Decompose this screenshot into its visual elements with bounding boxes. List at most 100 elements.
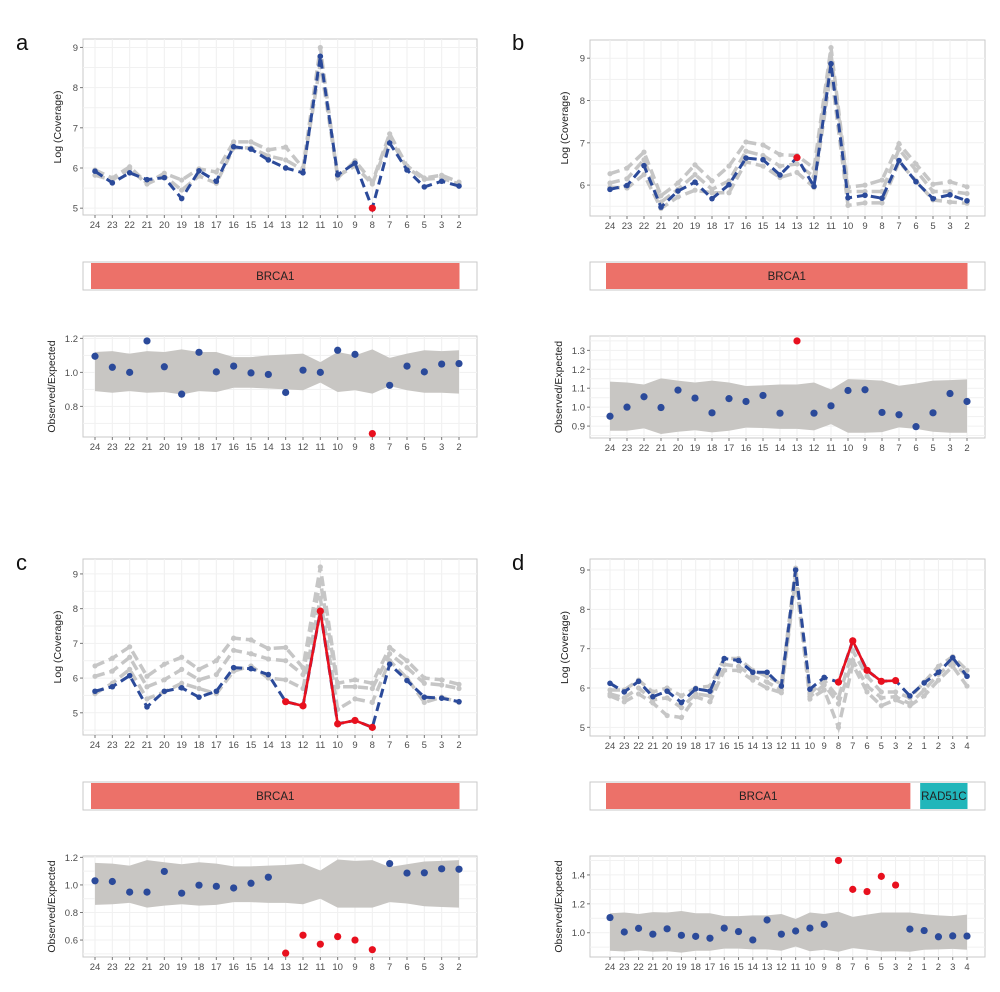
ratio-point: [334, 346, 342, 354]
control-point: [127, 654, 133, 660]
x-tick-label: 18: [690, 962, 701, 973]
sample-point: [92, 168, 98, 175]
sample-point: [161, 688, 168, 695]
x-tick-label: 12: [298, 962, 309, 973]
x-tick-label: 18: [194, 740, 205, 751]
sample-point: [196, 694, 202, 700]
x-tick-label: 18: [707, 221, 718, 232]
x-tick-label: 14: [263, 740, 274, 751]
y-tick-label: 1.2: [572, 365, 585, 376]
x-tick-label: 21: [656, 443, 667, 454]
ratio-point: [949, 932, 957, 940]
x-tick-label: 5: [422, 220, 427, 231]
ratio-point: [160, 363, 168, 371]
control-point: [213, 169, 219, 175]
sample-point: [764, 669, 770, 676]
x-tick-label: 18: [194, 442, 205, 453]
ratio-point: [827, 402, 835, 410]
control-point: [456, 681, 462, 687]
sample-point: [792, 567, 799, 573]
x-tick-label: 12: [298, 220, 309, 231]
ratio-point: [906, 925, 914, 933]
outlier-segment: [851, 640, 869, 671]
x-tick-label: 14: [775, 443, 786, 454]
control-series-line: [609, 53, 968, 205]
outlier-ratio-point: [282, 949, 290, 957]
control-point: [179, 187, 185, 193]
ratio-point: [126, 368, 134, 376]
x-tick-label: 2: [907, 741, 912, 752]
x-tick-label: 16: [228, 962, 239, 973]
sample-point: [692, 179, 698, 185]
x-tick-label: 11: [791, 962, 801, 973]
ratio-point: [777, 930, 785, 938]
x-tick-label: 23: [107, 740, 118, 751]
control-point: [845, 202, 851, 209]
x-tick-label: 20: [159, 962, 170, 973]
control-point: [760, 152, 766, 159]
outlier-ratio-point: [834, 856, 843, 865]
sample-series-line: [609, 63, 968, 210]
control-point: [709, 190, 715, 196]
ratio-point: [143, 888, 151, 896]
x-tick-label: 22: [639, 221, 650, 232]
ratio-point: [844, 386, 852, 395]
control-point: [248, 637, 254, 643]
x-tick-label: 6: [404, 442, 409, 453]
ratio-point: [820, 920, 828, 928]
y-tick-label: 0.8: [65, 908, 78, 919]
sample-point: [828, 60, 834, 67]
control-point: [179, 654, 185, 660]
coverage-plot: 6 7 8 9 24 23 22 21 20 19 18 17 16 15 14 13 12 11 10 9 8 7 6 5 3…: [559, 39, 986, 232]
x-tick-label: 22: [124, 220, 135, 231]
x-tick-label: 2: [456, 740, 461, 751]
sample-point: [196, 167, 202, 174]
x-tick-label: 24: [90, 220, 101, 231]
control-point: [300, 685, 306, 692]
outlier-point: [351, 716, 359, 725]
control-point: [896, 141, 902, 147]
y-tick-label: 9: [73, 569, 78, 580]
ratio-point: [264, 370, 272, 379]
control-point: [879, 200, 885, 206]
sample-point: [635, 678, 642, 685]
x-tick-label: 7: [896, 221, 901, 232]
control-point: [439, 682, 445, 688]
control-point: [921, 693, 927, 699]
x-tick-label: 5: [422, 962, 427, 973]
x-tick-label: 10: [332, 740, 343, 751]
sample-point: [213, 688, 220, 695]
control-point: [692, 171, 698, 178]
x-tick-label: 15: [733, 962, 744, 973]
x-tick-label: 13: [280, 220, 291, 231]
x-tick-label: 7: [896, 443, 901, 454]
ratio-point: [247, 369, 255, 377]
x-tick-label: 21: [656, 221, 667, 232]
y-tick-label: 1.4: [572, 870, 585, 881]
outlier-ratio-point: [877, 872, 885, 880]
x-tick-label: 2: [964, 443, 969, 454]
ratio-point: [160, 867, 168, 876]
x-tick-label: 12: [809, 443, 820, 454]
control-point: [92, 172, 98, 178]
x-tick-label: 23: [107, 220, 118, 231]
ratio-point: [895, 411, 903, 419]
ratio-point: [620, 928, 628, 936]
control-point: [369, 181, 375, 187]
x-tick-label: 14: [263, 962, 274, 973]
outlier-segment: [301, 610, 322, 707]
ratio-point: [792, 927, 800, 935]
control-point: [283, 677, 289, 683]
y-axis-title: Log (Coverage): [52, 91, 64, 164]
control-point: [893, 689, 899, 695]
control-point: [317, 578, 323, 584]
control-point: [743, 148, 749, 154]
sample-point: [879, 195, 885, 202]
control-point: [921, 687, 927, 693]
x-tick-label: 13: [762, 962, 773, 973]
outlier-ratio-point: [299, 931, 307, 939]
sample-point: [675, 188, 681, 194]
control-point: [641, 171, 647, 178]
